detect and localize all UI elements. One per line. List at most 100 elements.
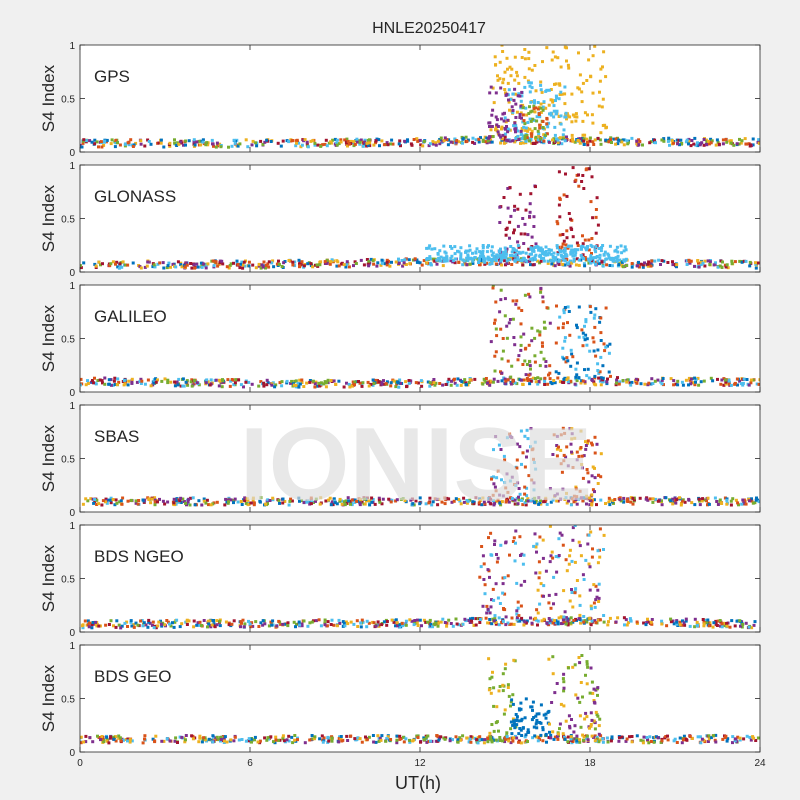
- data-point: [531, 708, 534, 712]
- data-point: [539, 137, 542, 141]
- data-point: [347, 499, 351, 503]
- data-point: [497, 623, 501, 627]
- data-point: [559, 497, 563, 501]
- data-point: [603, 349, 607, 353]
- data-point: [678, 496, 682, 500]
- data-point: [422, 140, 426, 143]
- data-point: [601, 737, 605, 741]
- data-point: [550, 262, 554, 266]
- data-point: [174, 265, 178, 269]
- data-point: [147, 498, 151, 501]
- data-point: [607, 620, 610, 624]
- data-point: [385, 620, 389, 623]
- data-point: [581, 234, 584, 238]
- data-point: [554, 82, 558, 86]
- data-point: [577, 335, 581, 339]
- x-tick-label: 6: [247, 758, 253, 769]
- data-point: [174, 499, 178, 503]
- data-point: [516, 502, 520, 506]
- data-point: [563, 339, 567, 343]
- data-point: [509, 375, 513, 379]
- data-point: [533, 258, 537, 262]
- data-point: [469, 735, 473, 739]
- data-point: [662, 259, 666, 263]
- data-point: [529, 616, 532, 620]
- data-point: [503, 259, 507, 263]
- data-point: [329, 260, 333, 264]
- data-point: [239, 625, 242, 629]
- data-point: [562, 459, 566, 463]
- data-point: [437, 257, 441, 260]
- data-point: [206, 380, 210, 384]
- data-point: [566, 623, 570, 627]
- data-point: [492, 475, 495, 479]
- data-point: [558, 722, 562, 726]
- data-point: [641, 739, 645, 743]
- data-point: [485, 604, 489, 608]
- data-point: [584, 246, 588, 250]
- data-point: [716, 377, 719, 381]
- data-point: [541, 60, 544, 64]
- data-point: [557, 170, 561, 174]
- data-point: [418, 261, 422, 265]
- data-point: [514, 302, 518, 306]
- data-point: [498, 205, 502, 209]
- data-point: [452, 141, 455, 145]
- data-point: [528, 127, 532, 131]
- data-point: [82, 740, 86, 744]
- data-point: [436, 139, 440, 143]
- data-point: [220, 380, 224, 384]
- data-point: [526, 79, 530, 83]
- data-point: [552, 115, 556, 119]
- data-point: [557, 445, 560, 449]
- data-point: [202, 497, 206, 501]
- data-point: [594, 710, 598, 714]
- data-point: [494, 327, 498, 331]
- data-point: [523, 492, 527, 496]
- data-point: [314, 380, 318, 384]
- data-point: [390, 260, 393, 264]
- data-point: [583, 380, 587, 384]
- data-point: [504, 615, 508, 619]
- data-point: [570, 133, 574, 137]
- data-point: [542, 252, 546, 256]
- data-point: [568, 333, 572, 337]
- data-point: [694, 143, 698, 147]
- data-point: [702, 138, 706, 141]
- data-point: [740, 139, 744, 143]
- data-point: [278, 501, 281, 505]
- data-point: [276, 141, 280, 145]
- data-point: [311, 737, 315, 741]
- data-point: [461, 263, 465, 267]
- data-point: [574, 263, 578, 267]
- data-point: [669, 377, 673, 381]
- data-point: [178, 499, 182, 503]
- data-point: [537, 246, 541, 250]
- data-point: [705, 140, 709, 144]
- data-point: [103, 139, 107, 143]
- data-point: [269, 620, 273, 624]
- data-point: [387, 497, 391, 501]
- data-point: [428, 381, 432, 385]
- data-point: [426, 380, 430, 384]
- data-point: [151, 737, 155, 741]
- data-point: [467, 740, 471, 744]
- data-point: [535, 712, 539, 716]
- data-point: [468, 498, 472, 502]
- data-point: [211, 734, 215, 738]
- data-point: [262, 260, 266, 264]
- data-point: [503, 314, 507, 318]
- data-point: [445, 138, 449, 142]
- data-point: [430, 503, 434, 507]
- data-point: [538, 364, 542, 368]
- data-point: [126, 499, 130, 503]
- data-point: [595, 442, 599, 446]
- data-point: [136, 623, 140, 627]
- data-point: [468, 244, 472, 248]
- data-point: [510, 67, 514, 71]
- data-point: [516, 207, 520, 211]
- y-axis-label: S4 Index: [39, 64, 58, 132]
- data-point: [457, 140, 460, 144]
- data-point: [723, 263, 727, 267]
- data-point: [572, 257, 576, 261]
